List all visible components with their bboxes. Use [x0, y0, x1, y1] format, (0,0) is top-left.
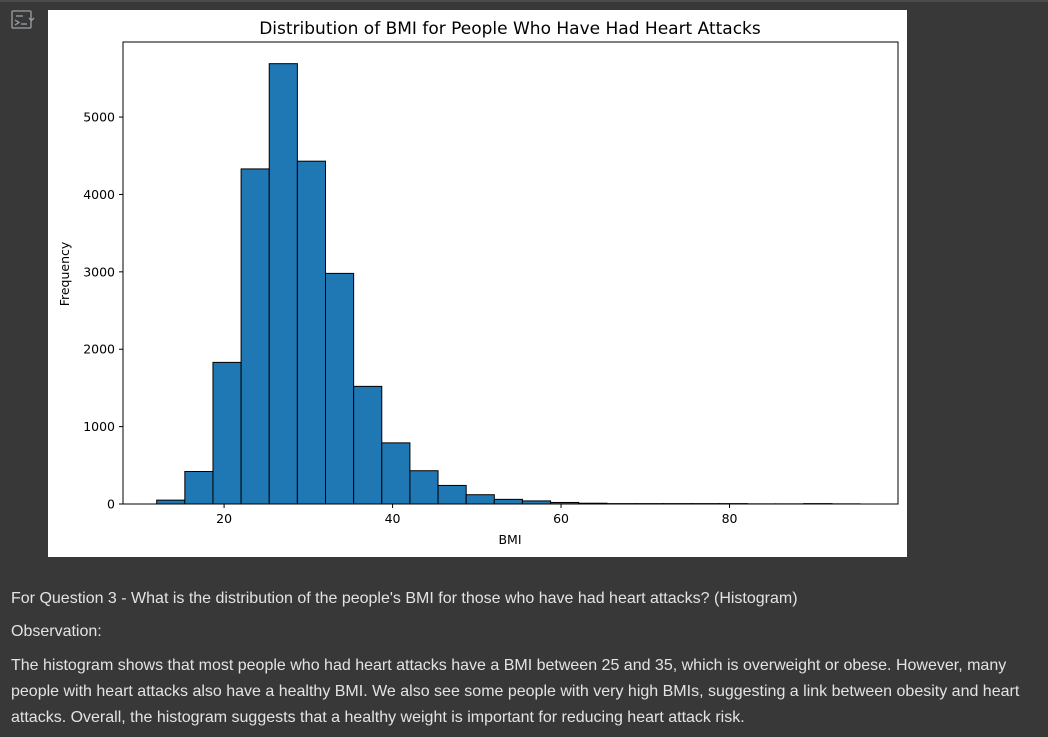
observation-text: The histogram shows that most people who…	[11, 657, 1020, 726]
markdown-cell: For Question 3 - What is the distributio…	[11, 587, 1021, 731]
histogram-bar	[465, 494, 495, 505]
y-axis-ticks: 0 1000 2000 3000 4000 5000	[83, 110, 123, 512]
histogram-bar	[409, 470, 439, 505]
histogram-bar	[493, 498, 523, 505]
y-tick-label: 5000	[83, 110, 115, 125]
bars-group	[156, 63, 861, 505]
y-tick-label: 1000	[83, 419, 115, 434]
y-tick-label: 0	[107, 497, 115, 512]
histogram-bar	[325, 272, 355, 505]
plot-frame	[122, 41, 899, 505]
chart-title: Distribution of BMI for People Who Have …	[259, 19, 761, 39]
histogram-figure: Distribution of BMI for People Who Have …	[48, 10, 907, 557]
x-tick-label: 80	[722, 511, 738, 526]
histogram-bar	[437, 484, 467, 505]
histogram-bar	[212, 361, 242, 505]
x-tick-label: 60	[553, 511, 569, 526]
histogram-chart: Distribution of BMI for People Who Have …	[57, 19, 899, 547]
y-tick-label: 4000	[83, 187, 115, 202]
x-tick-label: 20	[216, 511, 232, 526]
histogram-bar	[381, 442, 411, 505]
y-axis-label: Frequency	[57, 241, 72, 306]
x-tick-label: 40	[385, 511, 401, 526]
histogram-bar	[184, 470, 214, 505]
histogram-bar	[268, 63, 298, 505]
histogram-bar	[156, 499, 186, 505]
x-axis-ticks: 20 40 60 80	[216, 504, 738, 526]
y-tick-label: 2000	[83, 342, 115, 357]
observation-label: Observation:	[11, 623, 102, 640]
x-axis-label: BMI	[498, 532, 521, 547]
y-tick-label: 3000	[83, 264, 115, 279]
output-toggle-icon[interactable]	[10, 8, 36, 32]
histogram-bar	[240, 168, 270, 505]
cell-divider	[0, 0, 1048, 2]
question-text: For Question 3 - What is the distributio…	[11, 590, 798, 607]
histogram-bar	[353, 385, 383, 505]
histogram-bar	[296, 160, 327, 505]
